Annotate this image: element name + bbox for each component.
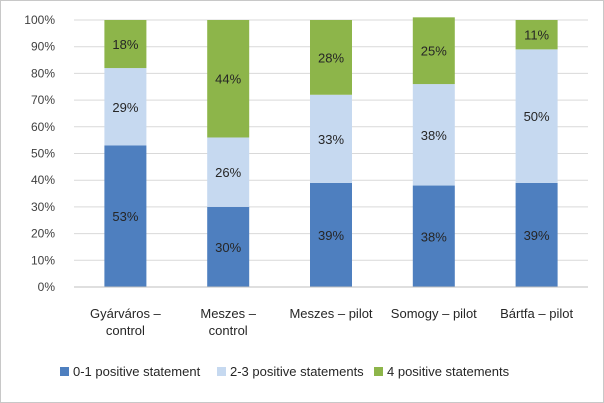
bar-segment [207,20,250,138]
data-label: 44% [215,72,241,87]
legend: 0-1 positive statement 2-3 positive state… [60,364,510,379]
bar-segment [515,182,558,287]
bar-segment [207,137,250,207]
data-label: 38% [421,128,447,143]
bar-segment [207,206,250,287]
bar-segment [104,145,147,287]
bar-segment [412,185,455,287]
data-label: 28% [318,50,344,65]
x-tick-label: Meszes – control [200,306,256,338]
legend-swatch [60,367,69,376]
data-label: 18% [112,37,138,52]
data-label: 29% [112,100,138,115]
bar-segment [104,20,147,69]
bars: 53% 29% 18% 30% 26% 44% 39% 33% 28% 38% 38% 25% 39% 5… [104,17,558,287]
bar-segment [310,94,352,183]
bar-segment [310,20,352,95]
bar-segment [412,84,455,186]
data-label: 50% [524,109,550,124]
data-label: 53% [112,209,138,224]
x-tick-label: Gyárváros – control [90,306,162,338]
data-label: 25% [421,44,447,59]
x-tick-label: Bártfa – pilot [500,306,573,321]
y-tick-label: 40% [31,173,55,187]
legend-label: 0-1 positive statement [73,364,201,379]
data-label: 11% [524,28,549,43]
y-tick-label: 30% [31,200,55,214]
data-label: 33% [318,132,344,147]
bar-segment [104,68,147,146]
y-tick-label: 70% [31,93,55,107]
bar-segment [515,20,558,50]
y-tick-label: 10% [31,253,55,267]
legend-swatch [374,367,383,376]
data-label: 39% [318,228,344,243]
bar-segment [412,17,455,85]
y-axis: 0% 10% 20% 30% 40% 50% 60% 70% 80% 90% 100% [24,13,55,294]
x-tick-label: Meszes – pilot [289,306,372,321]
bar-segment [310,182,352,287]
y-tick-label: 50% [31,147,55,161]
bar-segment [515,49,558,183]
x-tick-label: Somogy – pilot [391,306,477,321]
y-tick-label: 80% [31,66,55,80]
legend-label: 4 positive statements [387,364,510,379]
legend-label: 2-3 positive statements [230,364,364,379]
data-label: 38% [421,229,447,244]
data-label: 30% [215,240,241,255]
x-axis: Gyárváros – control Meszes – control Meszes … [74,286,588,338]
y-tick-label: 100% [24,13,55,27]
data-label: 26% [215,165,241,180]
y-tick-label: 20% [31,227,55,241]
data-label: 39% [524,228,550,243]
y-tick-label: 0% [38,280,56,294]
y-tick-label: 90% [31,40,55,54]
y-tick-label: 60% [31,120,55,134]
legend-swatch [217,367,226,376]
